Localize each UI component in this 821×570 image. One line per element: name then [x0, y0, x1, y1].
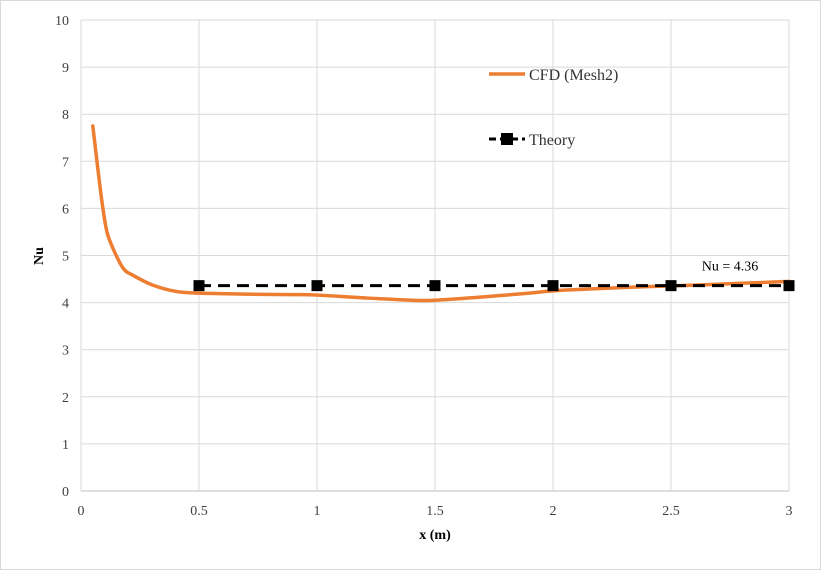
annotation-nu-value: Nu = 4.36 [702, 260, 759, 275]
y-tick-label: 1 [62, 438, 69, 453]
grid [80, 19, 790, 492]
series-line-cfd [91, 124, 791, 303]
x-tick-label: 3 [786, 504, 793, 519]
y-tick-label: 3 [62, 344, 69, 359]
y-tick-label: 8 [62, 108, 69, 123]
x-tick-label: 2.5 [662, 504, 680, 519]
theory-marker [783, 280, 795, 292]
y-tick-label: 10 [55, 14, 69, 29]
x-tick-label: 2 [550, 504, 557, 519]
theory-marker [665, 280, 677, 292]
x-tick-label: 1 [314, 504, 321, 519]
x-axis-ticks: 0 0.5 1 1.5 2 2.5 3 [78, 504, 793, 519]
y-tick-label: 5 [62, 250, 69, 265]
legend: CFD (Mesh2) Theory [489, 67, 618, 149]
legend-label-theory: Theory [529, 132, 575, 149]
theory-marker [311, 280, 323, 292]
x-tick-label: 0 [78, 504, 85, 519]
x-tick-label: 1.5 [426, 504, 444, 519]
theory-marker [193, 280, 205, 292]
theory-marker [547, 280, 559, 292]
legend-marker-theory [501, 133, 513, 145]
legend-entry-theory: Theory [489, 132, 575, 149]
theory-marker [429, 280, 441, 292]
y-tick-label: 7 [62, 155, 69, 170]
y-tick-label: 4 [62, 297, 69, 312]
x-axis-title: x (m) [419, 528, 451, 543]
x-tick-label: 0.5 [190, 504, 208, 519]
legend-label-cfd: CFD (Mesh2) [529, 67, 618, 84]
legend-entry-cfd: CFD (Mesh2) [489, 67, 618, 84]
y-axis-title: Nu [32, 247, 47, 265]
series-layer [91, 124, 795, 303]
y-tick-label: 9 [62, 61, 69, 76]
y-tick-label: 6 [62, 202, 69, 217]
y-axis-ticks: 0 1 2 3 4 5 6 7 8 9 10 [55, 14, 69, 500]
y-tick-label: 2 [62, 391, 69, 406]
y-tick-label: 0 [62, 485, 69, 500]
